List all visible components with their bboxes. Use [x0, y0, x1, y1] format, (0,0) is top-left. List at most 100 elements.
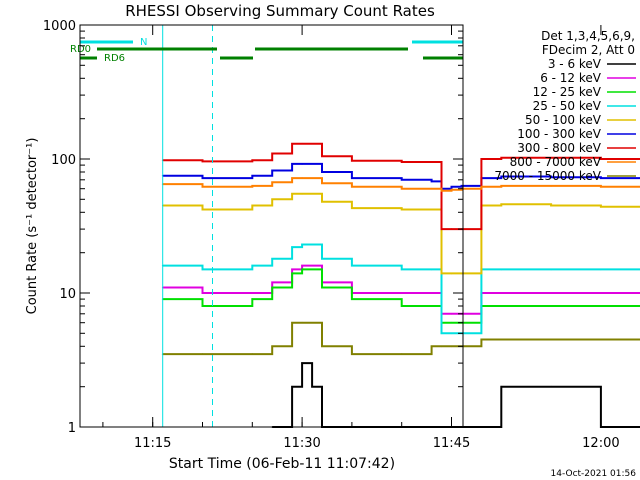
series-line-12-25-kev	[162, 268, 640, 324]
data-point	[550, 185, 552, 187]
data-point	[301, 321, 303, 324]
data-point	[450, 313, 453, 315]
data-point	[450, 272, 453, 275]
data-point	[500, 268, 503, 271]
data-point	[600, 305, 602, 307]
data-point	[550, 385, 552, 388]
plot-frame	[79, 24, 464, 428]
data-point	[321, 286, 323, 289]
y-tick-label: 1	[68, 421, 76, 436]
data-point	[550, 292, 552, 294]
y-tick-label: 100	[51, 153, 76, 168]
data-point	[201, 208, 204, 211]
data-point	[201, 177, 204, 179]
data-point	[251, 159, 254, 161]
data-point	[430, 208, 433, 211]
data-point	[321, 171, 323, 173]
data-point	[301, 177, 303, 179]
data-point	[321, 200, 323, 203]
data-point	[301, 264, 303, 267]
data-point	[500, 175, 503, 178]
data-point	[301, 268, 303, 271]
data-point	[500, 338, 503, 341]
data-point	[291, 193, 293, 195]
data-point	[450, 321, 453, 324]
x-tick-label: 11:45	[433, 436, 470, 451]
data-point	[460, 272, 463, 275]
data-point	[600, 206, 602, 208]
data-point	[450, 188, 453, 191]
data-point	[271, 152, 274, 155]
data-point	[600, 186, 602, 188]
x-axis-label: Start Time (06-Feb-11 11:07:42)	[169, 456, 395, 472]
data-point	[450, 186, 453, 188]
data-point	[251, 353, 254, 355]
series-line-800-7000-kev	[162, 177, 640, 192]
data-point	[271, 281, 274, 284]
data-point	[301, 362, 303, 364]
data-point	[321, 155, 323, 157]
series-line-25-50-kev	[162, 243, 640, 335]
data-point	[321, 182, 323, 184]
data-point	[251, 292, 254, 294]
data-point	[351, 264, 353, 267]
data-point	[480, 338, 483, 341]
data-point	[600, 158, 602, 160]
data-point	[550, 176, 552, 179]
legend-label: 50 - 100 keV	[525, 113, 602, 127]
series-layer	[161, 142, 640, 428]
data-point	[301, 142, 303, 145]
data-point	[321, 345, 323, 348]
data-point	[201, 186, 204, 188]
y-axis-label: Count Rate (s⁻¹ detector⁻¹)	[25, 138, 40, 315]
data-point	[430, 345, 433, 348]
data-point	[400, 268, 403, 271]
data-point	[291, 272, 293, 275]
y-tick-label: 1000	[43, 19, 76, 34]
data-point	[351, 298, 353, 300]
data-point	[400, 292, 403, 294]
data-point	[430, 180, 433, 183]
x-tick-label: 11:15	[134, 436, 171, 451]
legend-label: 800 - 7000 keV	[510, 155, 602, 169]
data-point	[500, 203, 503, 205]
flag-label-rd0: RD0	[70, 44, 91, 55]
data-point	[400, 187, 403, 190]
data-point	[400, 179, 403, 181]
data-point	[550, 338, 552, 341]
flag-label-rd6: RD6	[104, 53, 125, 64]
series-line-50-100-kev	[162, 192, 640, 275]
data-point	[430, 305, 433, 307]
data-point	[440, 228, 443, 230]
data-point	[450, 332, 453, 335]
data-point	[440, 345, 443, 348]
data-point	[301, 243, 303, 246]
data-point	[430, 161, 433, 163]
data-point	[291, 321, 293, 324]
data-point	[550, 305, 552, 307]
legend-label: 300 - 800 keV	[517, 141, 601, 155]
legend-label: 25 - 50 keV	[533, 99, 602, 113]
data-point	[500, 385, 503, 388]
data-point	[201, 305, 204, 307]
data-point	[550, 204, 552, 207]
data-point	[251, 185, 254, 187]
data-point	[430, 187, 433, 190]
data-point	[351, 353, 353, 355]
data-point	[400, 161, 403, 163]
flag-layer: N RD0 RD6	[70, 37, 463, 64]
data-point	[271, 258, 274, 260]
y-tick-label: 10	[59, 287, 76, 302]
series-line-300-800-kev	[162, 142, 640, 231]
series-line-7000-15000-kev	[162, 321, 640, 356]
chart-title: RHESSI Observing Summary Count Rates	[125, 2, 435, 20]
data-point	[400, 305, 403, 307]
legend-label: 6 - 12 keV	[540, 71, 602, 85]
data-point	[430, 292, 433, 294]
data-point	[201, 292, 204, 294]
legend-label: 3 - 6 keV	[548, 57, 602, 71]
data-point	[400, 208, 403, 211]
data-point	[440, 332, 443, 335]
data-point	[351, 186, 353, 188]
